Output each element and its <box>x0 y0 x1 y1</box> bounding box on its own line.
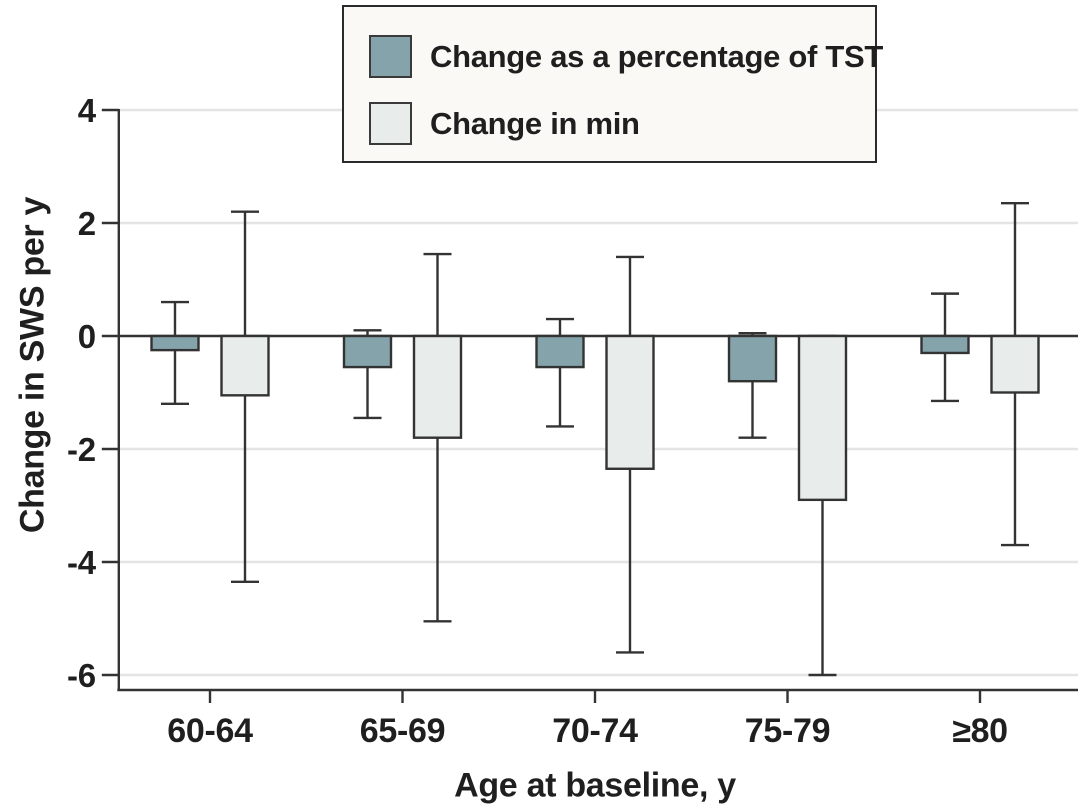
bar <box>727 334 778 383</box>
legend-item-minutes: Change in min <box>369 102 875 145</box>
y-tick-label: -6 <box>67 657 96 694</box>
y-tick-label: 2 <box>78 205 96 242</box>
x-tick-label: 60-64 <box>167 712 253 750</box>
bar <box>220 334 270 397</box>
y-tick-label: -4 <box>67 544 97 581</box>
x-tick-label: ≥80 <box>952 712 1008 750</box>
bar <box>342 334 393 369</box>
bar <box>150 334 200 352</box>
bar <box>412 334 463 439</box>
x-tick-label: 70-74 <box>552 712 638 750</box>
y-tick-label: 0 <box>78 318 96 355</box>
bar <box>535 334 585 369</box>
y-tick-label: 4 <box>78 92 97 129</box>
bar <box>797 334 848 502</box>
bar <box>605 334 655 470</box>
bar <box>920 334 970 355</box>
legend-swatch-minutes-icon <box>369 102 412 145</box>
x-tick-label: 75-79 <box>745 712 830 750</box>
x-axis-title: Age at baseline, y <box>454 766 736 805</box>
legend-label-minutes: Change in min <box>430 106 640 141</box>
x-tick-label: 65-69 <box>360 712 445 750</box>
y-axis-title: Change in SWS per y <box>13 196 52 534</box>
legend-swatch-percent-tst-icon <box>369 35 412 78</box>
legend-label-percent-tst: Change as a percentage of TST <box>430 39 883 74</box>
y-tick-label: -2 <box>67 431 96 468</box>
legend-item-percent-tst: Change as a percentage of TST <box>369 35 883 78</box>
legend: Change as a percentage of TST Change in … <box>342 5 883 163</box>
bar <box>990 334 1040 394</box>
